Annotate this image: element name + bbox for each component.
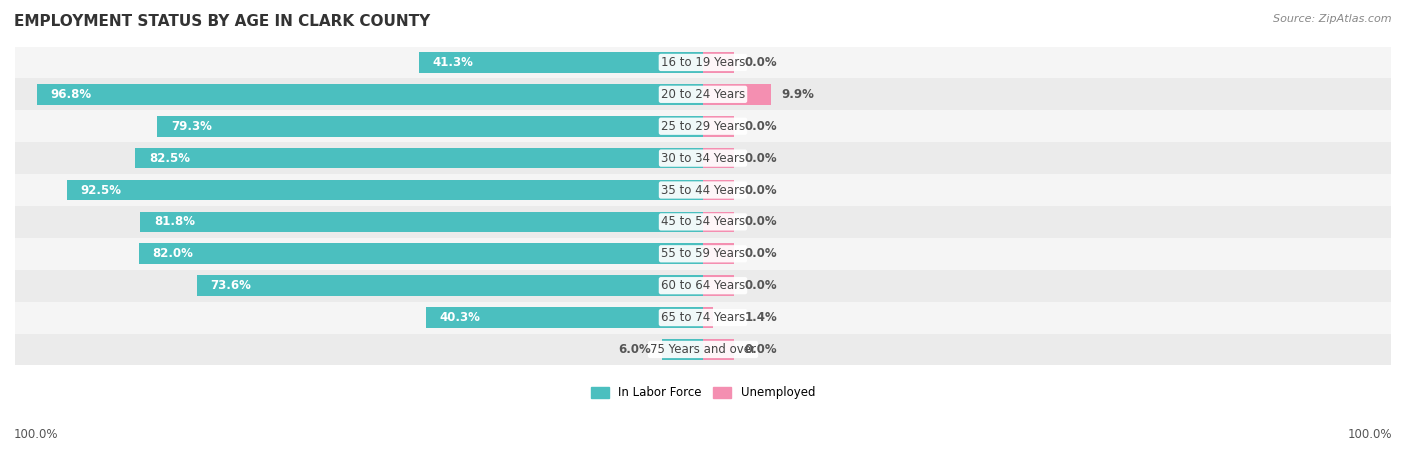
Text: 30 to 34 Years: 30 to 34 Years (661, 152, 745, 165)
Text: 96.8%: 96.8% (51, 88, 91, 101)
Bar (703, 116, 734, 137)
Bar (15, 302, 1391, 333)
Bar (15, 206, 1391, 238)
Bar (37, 84, 703, 105)
Legend: In Labor Force, Unemployed: In Labor Force, Unemployed (586, 382, 820, 404)
Bar (662, 339, 703, 360)
Bar (15, 333, 1391, 365)
Bar (15, 270, 1391, 302)
Text: 60 to 64 Years: 60 to 64 Years (661, 279, 745, 292)
Text: 35 to 44 Years: 35 to 44 Years (661, 184, 745, 197)
Text: 55 to 59 Years: 55 to 59 Years (661, 248, 745, 260)
Text: 0.0%: 0.0% (744, 56, 778, 69)
Text: 0.0%: 0.0% (744, 152, 778, 165)
Bar (703, 180, 734, 200)
Text: 0.0%: 0.0% (744, 248, 778, 260)
Bar (15, 142, 1391, 174)
Bar (66, 180, 703, 200)
Text: 82.0%: 82.0% (153, 248, 194, 260)
Bar (197, 275, 703, 296)
Bar (703, 307, 713, 328)
Bar (135, 148, 703, 168)
Text: 79.3%: 79.3% (172, 120, 212, 133)
Text: 92.5%: 92.5% (80, 184, 121, 197)
Text: 6.0%: 6.0% (619, 343, 651, 356)
Bar (419, 52, 703, 73)
Bar (15, 46, 1391, 78)
Text: 82.5%: 82.5% (149, 152, 190, 165)
Text: 45 to 54 Years: 45 to 54 Years (661, 216, 745, 229)
Bar (15, 174, 1391, 206)
Text: 41.3%: 41.3% (433, 56, 474, 69)
Bar (15, 78, 1391, 110)
Text: Source: ZipAtlas.com: Source: ZipAtlas.com (1274, 14, 1392, 23)
Text: 73.6%: 73.6% (211, 279, 252, 292)
Bar (157, 116, 703, 137)
Bar (703, 84, 770, 105)
Text: 0.0%: 0.0% (744, 184, 778, 197)
Text: 75 Years and over: 75 Years and over (650, 343, 756, 356)
Text: 20 to 24 Years: 20 to 24 Years (661, 88, 745, 101)
Text: 16 to 19 Years: 16 to 19 Years (661, 56, 745, 69)
Text: 0.0%: 0.0% (744, 343, 778, 356)
Bar (703, 243, 734, 264)
Bar (15, 238, 1391, 270)
Text: 40.3%: 40.3% (440, 311, 481, 324)
Bar (15, 110, 1391, 142)
Text: 100.0%: 100.0% (1347, 428, 1392, 441)
Text: 0.0%: 0.0% (744, 120, 778, 133)
Text: 81.8%: 81.8% (155, 216, 195, 229)
Text: 65 to 74 Years: 65 to 74 Years (661, 311, 745, 324)
Text: 25 to 29 Years: 25 to 29 Years (661, 120, 745, 133)
Text: 1.4%: 1.4% (744, 311, 778, 324)
Bar (703, 52, 734, 73)
Bar (703, 148, 734, 168)
Bar (703, 275, 734, 296)
Text: EMPLOYMENT STATUS BY AGE IN CLARK COUNTY: EMPLOYMENT STATUS BY AGE IN CLARK COUNTY (14, 14, 430, 28)
Bar (141, 212, 703, 232)
Text: 9.9%: 9.9% (782, 88, 814, 101)
Bar (139, 243, 703, 264)
Text: 100.0%: 100.0% (14, 428, 59, 441)
Bar (426, 307, 703, 328)
Text: 0.0%: 0.0% (744, 279, 778, 292)
Bar (703, 339, 734, 360)
Text: 0.0%: 0.0% (744, 216, 778, 229)
Bar (703, 212, 734, 232)
